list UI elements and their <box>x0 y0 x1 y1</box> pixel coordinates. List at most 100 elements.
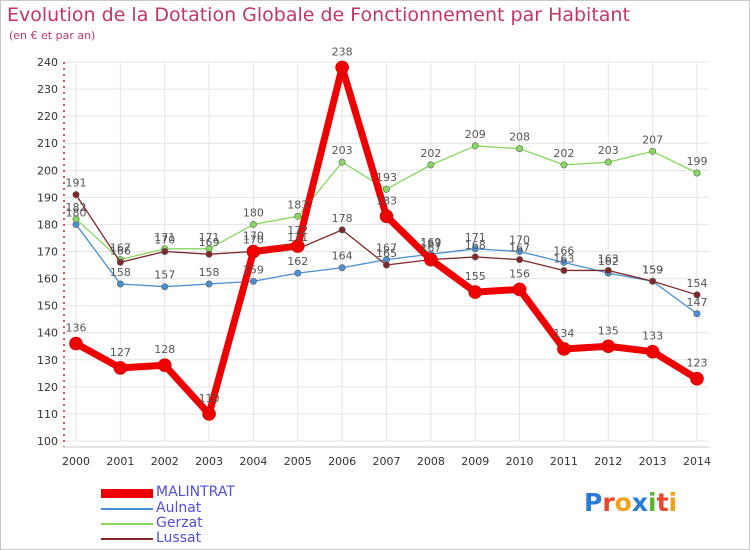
data-point-malintrat <box>113 361 128 375</box>
data-label-gerzat: 171 <box>199 231 220 244</box>
data-point-lussat <box>516 256 524 264</box>
data-point-gerzat <box>294 212 302 220</box>
data-label-malintrat: 134 <box>553 327 574 340</box>
data-label-gerzat: 193 <box>376 171 397 184</box>
data-point-aulnat <box>249 277 257 285</box>
data-point-lussat <box>604 266 612 274</box>
data-label-lussat: 154 <box>687 277 708 290</box>
data-label-lussat: 169 <box>199 236 220 249</box>
data-label-lussat: 165 <box>376 247 397 260</box>
legend-swatch-lussat <box>101 538 153 540</box>
x-tick-label: 2001 <box>106 455 134 468</box>
data-point-lussat <box>338 226 346 234</box>
data-point-aulnat <box>516 248 524 256</box>
x-tick-label: 2014 <box>683 455 711 468</box>
data-point-lussat <box>693 291 701 299</box>
x-tick-label: 2009 <box>461 455 489 468</box>
data-point-lussat <box>649 277 657 285</box>
x-tick-label: 2012 <box>594 455 622 468</box>
data-label-lussat: 170 <box>154 234 175 247</box>
data-point-malintrat <box>335 60 349 75</box>
data-point-aulnat <box>205 280 213 288</box>
y-tick-label: 150 <box>37 300 58 313</box>
data-label-aulnat: 158 <box>110 266 131 279</box>
data-label-aulnat: 147 <box>687 296 708 309</box>
data-point-aulnat <box>294 269 302 277</box>
data-point-lussat <box>72 191 80 199</box>
data-point-malintrat <box>468 285 483 299</box>
data-label-malintrat: 238 <box>332 45 353 58</box>
x-tick-label: 2008 <box>417 455 445 468</box>
y-tick-label: 100 <box>37 435 58 448</box>
data-label-malintrat: 155 <box>465 270 486 283</box>
legend-label-lussat: Lussat <box>156 530 202 546</box>
y-tick-label: 190 <box>37 191 58 204</box>
data-label-aulnat: 159 <box>642 263 663 276</box>
logo-letter: i <box>648 488 657 517</box>
y-tick-label: 200 <box>37 164 58 177</box>
data-point-lussat <box>161 248 169 256</box>
data-label-lussat: 170 <box>243 234 264 247</box>
data-label-aulnat: 162 <box>598 255 619 268</box>
y-tick-label: 170 <box>37 246 58 259</box>
data-point-lussat <box>116 258 124 266</box>
data-point-gerzat <box>338 158 346 166</box>
data-point-gerzat <box>649 147 657 155</box>
data-label-lussat: 163 <box>598 252 619 265</box>
data-label-lussat: 178 <box>332 212 353 225</box>
x-tick-label: 2004 <box>239 455 267 468</box>
data-point-gerzat <box>72 215 80 223</box>
data-label-aulnat: 167 <box>376 242 397 255</box>
data-point-gerzat <box>382 185 390 193</box>
y-tick-label: 230 <box>37 83 58 96</box>
data-label-gerzat: 202 <box>420 147 441 160</box>
data-point-aulnat <box>693 310 701 318</box>
data-label-malintrat: 183 <box>376 194 397 207</box>
data-label-gerzat: 182 <box>66 201 87 214</box>
data-label-gerzat: 171 <box>154 231 175 244</box>
data-label-malintrat: 136 <box>66 322 87 335</box>
data-label-gerzat: 209 <box>465 128 486 141</box>
data-point-gerzat <box>471 142 479 150</box>
legend-label-aulnat: Aulnat <box>156 500 202 516</box>
data-point-malintrat <box>379 209 394 224</box>
data-label-lussat: 167 <box>509 242 530 255</box>
data-point-aulnat <box>116 280 124 288</box>
data-point-gerzat <box>516 145 524 153</box>
data-point-aulnat <box>338 264 346 272</box>
data-point-malintrat <box>290 239 305 253</box>
data-label-lussat: 166 <box>110 244 131 257</box>
data-label-gerzat: 167 <box>110 242 131 255</box>
logo-letter: r <box>602 488 615 517</box>
data-label-aulnat: 166 <box>553 244 574 257</box>
data-point-gerzat <box>693 169 701 177</box>
data-label-gerzat: 207 <box>642 133 663 146</box>
x-tick-label: 2010 <box>506 455 534 468</box>
data-label-malintrat: 128 <box>154 343 175 356</box>
data-label-gerzat: 202 <box>553 147 574 160</box>
data-label-gerzat: 180 <box>243 206 264 219</box>
data-point-aulnat <box>161 283 169 291</box>
y-tick-label: 240 <box>37 56 58 69</box>
data-label-lussat: 191 <box>66 177 87 190</box>
data-point-gerzat <box>249 220 257 228</box>
data-label-lussat: 167 <box>420 242 441 255</box>
y-tick-label: 210 <box>37 137 58 150</box>
y-tick-label: 220 <box>37 110 58 123</box>
y-tick-label: 160 <box>37 273 58 286</box>
x-tick-label: 2011 <box>550 455 578 468</box>
data-point-gerzat <box>560 161 568 169</box>
data-point-malintrat <box>157 358 172 373</box>
legend-label-malintrat: MALINTRAT <box>156 484 235 500</box>
logo-letter: i <box>668 488 678 517</box>
data-label-lussat: 168 <box>465 239 486 252</box>
data-point-lussat <box>205 250 213 258</box>
data-label-aulnat: 157 <box>154 269 175 282</box>
data-label-aulnat: 162 <box>287 255 308 268</box>
x-tick-label: 2003 <box>195 455 223 468</box>
data-label-lussat: 171 <box>287 231 308 244</box>
proxiti-logo: Proxiti <box>584 488 677 517</box>
data-label-aulnat: 180 <box>66 206 87 219</box>
data-point-malintrat <box>512 282 527 297</box>
